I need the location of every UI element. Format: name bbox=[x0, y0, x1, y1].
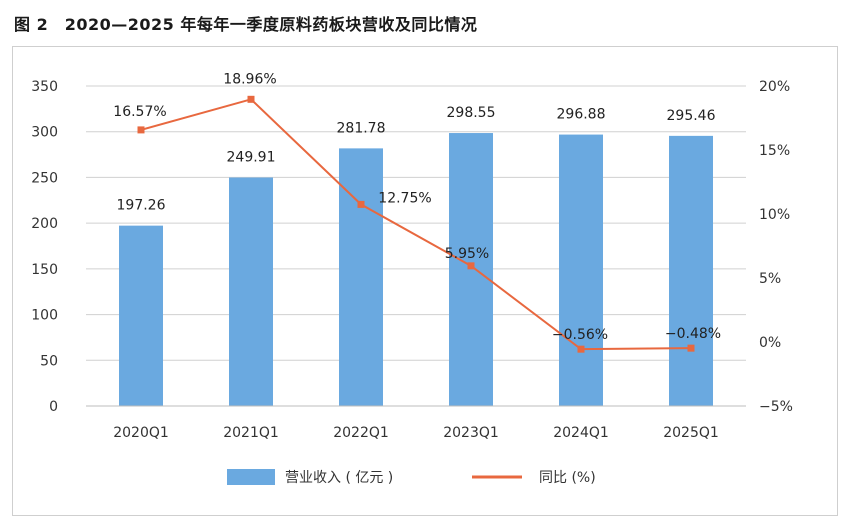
y-right-tick-label: 0% bbox=[759, 335, 781, 351]
revenue-bar bbox=[449, 133, 493, 406]
x-tick-label: 2024Q1 bbox=[553, 425, 609, 441]
x-tick-label: 2021Q1 bbox=[223, 425, 279, 441]
y-right-tick-label: 15% bbox=[759, 143, 790, 159]
y-left-tick-label: 150 bbox=[31, 262, 58, 278]
figure-title: 图 2 2020—2025 年每年一季度原料药板块营收及同比情况 bbox=[14, 15, 478, 34]
yoy-data-label: 12.75% bbox=[378, 190, 431, 206]
y-right-tick-label: 20% bbox=[759, 79, 790, 95]
yoy-point bbox=[577, 345, 585, 353]
chart: 0 50 100 150 200 250 300 350 −5% 0% 5% 10% 15% 20% 202… bbox=[31, 71, 793, 486]
revenue-data-label: 298.55 bbox=[447, 105, 496, 121]
y-right-tick-label: 5% bbox=[759, 271, 781, 287]
yoy-point bbox=[137, 126, 145, 134]
legend-swatch-revenue bbox=[227, 469, 275, 485]
revenue-data-label: 281.78 bbox=[337, 120, 386, 136]
revenue-bar bbox=[669, 135, 713, 406]
revenue-data-label: 295.46 bbox=[667, 108, 716, 124]
revenue-data-label: 296.88 bbox=[557, 107, 606, 123]
y-left-tick-label: 100 bbox=[31, 308, 58, 324]
x-tick-label: 2025Q1 bbox=[663, 425, 719, 441]
y-right-tick-label: −5% bbox=[759, 399, 793, 415]
y-left-tick-label: 350 bbox=[31, 79, 58, 95]
legend-label-yoy: 同比 (%) bbox=[539, 470, 596, 486]
yoy-data-label: −0.48% bbox=[665, 326, 721, 342]
yoy-data-label: 5.95% bbox=[445, 246, 489, 262]
revenue-data-label: 197.26 bbox=[117, 198, 166, 214]
legend-label-revenue: 营业收入 ( 亿元 ) bbox=[285, 470, 393, 486]
y-left-tick-label: 50 bbox=[40, 353, 58, 369]
x-tick-label: 2022Q1 bbox=[333, 425, 389, 441]
yoy-point bbox=[467, 262, 475, 270]
revenue-bar bbox=[119, 225, 163, 406]
yoy-point bbox=[687, 344, 695, 352]
y-left-tick-label: 250 bbox=[31, 170, 58, 186]
revenue-bar bbox=[229, 177, 273, 406]
revenue-bar bbox=[559, 134, 603, 406]
yoy-data-label: −0.56% bbox=[552, 327, 608, 343]
yoy-data-label: 16.57% bbox=[113, 104, 166, 120]
yoy-data-label: 18.96% bbox=[223, 71, 276, 87]
revenue-bar bbox=[339, 148, 383, 407]
revenue-data-label: 249.91 bbox=[227, 150, 276, 166]
yoy-point bbox=[247, 95, 255, 103]
y-left-tick-label: 200 bbox=[31, 216, 58, 232]
x-tick-label: 2020Q1 bbox=[113, 425, 169, 441]
y-left-tick-label: 300 bbox=[31, 125, 58, 141]
yoy-line bbox=[140, 98, 692, 351]
y-right-tick-label: 10% bbox=[759, 207, 790, 223]
chart-frame: 0 50 100 150 200 250 300 350 −5% 0% 5% 10% 15% 20% 202… bbox=[12, 46, 838, 516]
yoy-point bbox=[357, 200, 365, 208]
y-left-tick-label: 0 bbox=[49, 399, 58, 415]
x-tick-label: 2023Q1 bbox=[443, 425, 499, 441]
